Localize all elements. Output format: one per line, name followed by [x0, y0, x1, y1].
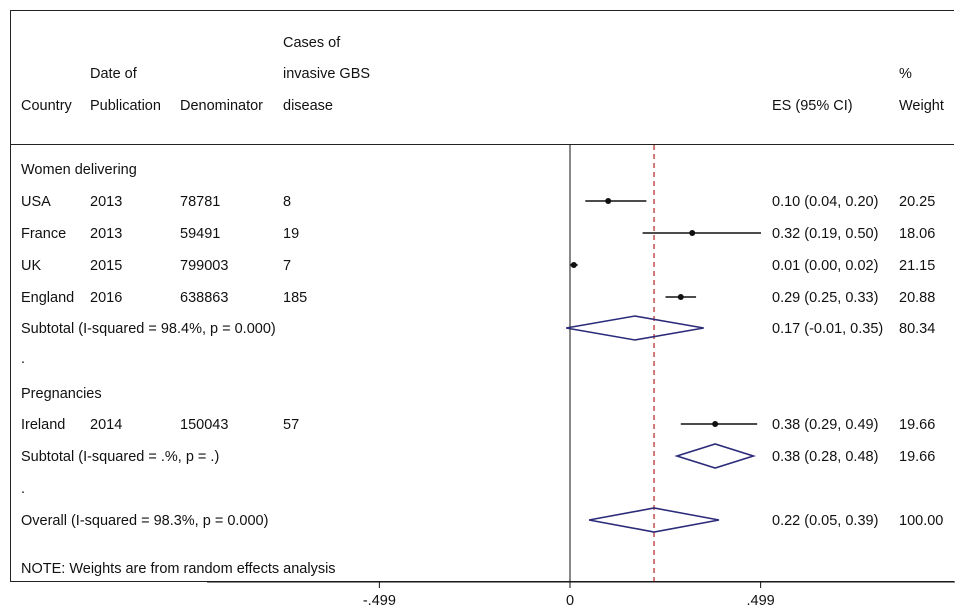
header-denominator: Denominator — [180, 98, 264, 114]
spacer-dot: . — [21, 351, 26, 367]
row-weight: 18.06 — [899, 226, 936, 242]
header-cases-line1: Cases of — [283, 35, 341, 51]
row-denominator: 78781 — [180, 194, 221, 210]
group-label-pregnancies: Pregnancies — [21, 386, 102, 402]
point-estimate — [712, 421, 719, 427]
overall-weight: 100.00 — [899, 513, 944, 529]
header-date-line2: Publication — [90, 98, 161, 114]
header-es: ES (95% CI) — [772, 98, 853, 114]
row-country: France — [21, 226, 67, 242]
pooled-diamond — [588, 507, 720, 533]
row-denominator: 150043 — [180, 417, 229, 433]
row-year: 2016 — [90, 290, 123, 306]
row-country: England — [21, 290, 75, 306]
row-cases: 19 — [283, 226, 300, 242]
subtotal-label: Subtotal (I-squared = 98.4%, p = 0.000) — [21, 321, 276, 337]
row-weight: 19.66 — [899, 417, 936, 433]
group-label-women-delivering: Women delivering — [21, 162, 137, 178]
overall-es: 0.22 (0.05, 0.39) — [772, 513, 879, 529]
row-denominator: 799003 — [180, 258, 229, 274]
subtotal-weight: 80.34 — [899, 321, 936, 337]
subtotal-weight: 19.66 — [899, 449, 936, 465]
subtotal-es: 0.17 (-0.01, 0.35) — [772, 321, 884, 337]
pooled-diamond — [674, 443, 757, 469]
header-country: Country — [21, 98, 72, 114]
row-weight: 21.15 — [899, 258, 936, 274]
row-year: 2014 — [90, 417, 123, 433]
row-denominator: 59491 — [180, 226, 221, 242]
row-cases: 7 — [283, 258, 292, 274]
row-es: 0.29 (0.25, 0.33) — [772, 290, 879, 306]
row-country: Ireland — [21, 417, 66, 433]
row-year: 2015 — [90, 258, 123, 274]
overall-label: Overall (I-squared = 98.3%, p = 0.000) — [21, 513, 269, 529]
row-country: USA — [21, 194, 51, 210]
row-denominator: 638863 — [180, 290, 229, 306]
point-estimate — [689, 230, 696, 236]
row-es: 0.10 (0.04, 0.20) — [772, 194, 879, 210]
point-estimate — [570, 262, 577, 268]
header-divider — [10, 144, 954, 145]
weights-note: NOTE: Weights are from random effects an… — [21, 561, 336, 577]
row-es: 0.01 (0.00, 0.02) — [772, 258, 879, 274]
row-cases: 57 — [283, 417, 300, 433]
row-es: 0.32 (0.19, 0.50) — [772, 226, 879, 242]
x-tick-label: -.499 — [363, 593, 396, 609]
pooled-diamond — [566, 315, 704, 341]
row-cases: 185 — [283, 290, 308, 306]
header-cases-line2: invasive GBS — [283, 66, 371, 82]
x-tick-label: .499 — [747, 593, 775, 609]
point-estimate — [605, 198, 612, 204]
subtotal-label: Subtotal (I-squared = .%, p = .) — [21, 449, 220, 465]
header-weight-line2: Weight — [899, 98, 944, 114]
row-weight: 20.25 — [899, 194, 936, 210]
row-country: UK — [21, 258, 42, 274]
row-year: 2013 — [90, 194, 123, 210]
header-date-line1: Date of — [90, 66, 137, 82]
row-cases: 8 — [283, 194, 292, 210]
point-estimate — [677, 294, 684, 300]
subtotal-es: 0.38 (0.28, 0.48) — [772, 449, 879, 465]
header-weight-line1: % — [899, 66, 912, 82]
row-year: 2013 — [90, 226, 123, 242]
header-cases-line3: disease — [283, 98, 333, 114]
spacer-dot: . — [21, 481, 26, 497]
row-es: 0.38 (0.29, 0.49) — [772, 417, 879, 433]
x-tick-label: 0 — [566, 593, 574, 609]
row-weight: 20.88 — [899, 290, 936, 306]
